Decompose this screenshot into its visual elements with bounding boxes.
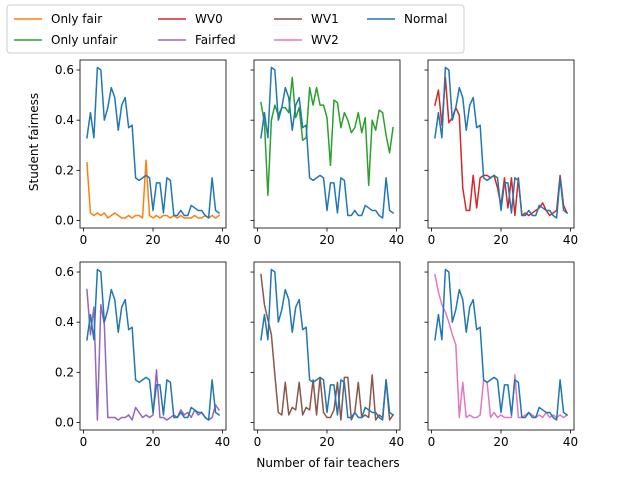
subplot-grid: 0 20 40 0.0 0.2 0.4 0.6 0 20 40 0 20 40 0 20 40 0.0 0.2 0.…: [55, 59, 578, 449]
series-line-normal: [86, 268, 221, 421]
subplot-3: 0 20 40: [424, 59, 578, 247]
series-line-only-fair: [86, 159, 221, 219]
x-tick-label: 20: [493, 233, 508, 247]
x-tick-label: 40: [563, 435, 578, 449]
x-tick-label: 40: [563, 233, 578, 247]
legend-entry: Only unfair: [14, 33, 117, 47]
series-line-wv2: [434, 273, 569, 419]
x-tick-label: 20: [319, 233, 334, 247]
x-tick-label: 0: [254, 233, 262, 247]
legend-label: Normal: [404, 12, 447, 26]
y-tick-label: 0.4: [55, 315, 74, 329]
y-tick-label: 0.2: [55, 163, 74, 177]
y-tick-label: 0.4: [55, 113, 74, 127]
y-axis-label: Student fairness: [27, 93, 41, 191]
x-tick-label: 20: [319, 435, 334, 449]
legend-label: WV0: [195, 12, 223, 26]
subplot-2: 0 20 40: [250, 59, 404, 247]
x-tick-label: 20: [145, 435, 160, 449]
subplot-4: 0 20 40 0.0 0.2 0.4 0.6: [55, 261, 230, 449]
legend-label: Fairfed: [195, 33, 236, 47]
series-line-normal: [86, 66, 221, 219]
x-tick-label: 0: [428, 233, 436, 247]
legend-label: WV1: [311, 12, 339, 26]
subplot-6: 0 20 40: [424, 261, 578, 449]
x-axis-label: Number of fair teachers: [256, 456, 399, 470]
legend-entry: WV0: [158, 12, 223, 26]
series-line-only-unfair: [260, 76, 394, 197]
series-line-normal: [260, 268, 395, 421]
x-tick-label: 0: [428, 435, 436, 449]
series-line-normal: [434, 66, 569, 219]
x-tick-label: 0: [254, 435, 262, 449]
x-tick-label: 20: [493, 435, 508, 449]
legend-entry: WV2: [274, 33, 339, 47]
x-tick-label: 20: [145, 233, 160, 247]
series-line-normal: [434, 268, 569, 421]
series-line-wv0: [434, 76, 569, 217]
x-tick-label: 40: [389, 233, 404, 247]
legend-label: WV2: [311, 33, 339, 47]
y-tick-label: 0.0: [55, 213, 74, 227]
y-tick-label: 0.6: [55, 265, 74, 279]
x-tick-label: 40: [215, 435, 230, 449]
legend-entry: Only fair: [14, 12, 102, 26]
legend: Only fair Only unfair WV0 Fairfed WV1 WV2 Norm…: [6, 4, 465, 54]
legend-label: Only fair: [51, 12, 102, 26]
subplot-5: 0 20 40: [250, 261, 404, 449]
subplot-1: 0 20 40 0.0 0.2 0.4 0.6: [55, 59, 230, 247]
series-line-normal: [260, 66, 395, 219]
y-tick-label: 0.0: [55, 415, 74, 429]
x-tick-label: 0: [80, 233, 88, 247]
y-tick-label: 0.6: [55, 63, 74, 77]
x-tick-label: 0: [80, 435, 88, 449]
x-tick-label: 40: [215, 233, 230, 247]
x-tick-label: 40: [389, 435, 404, 449]
legend-frame: [6, 4, 465, 54]
series-line-fairfed: [86, 288, 221, 421]
legend-entry: Fairfed: [158, 33, 236, 47]
series-line-wv1: [260, 273, 395, 421]
legend-entry: Normal: [367, 12, 447, 26]
legend-entry: WV1: [274, 12, 339, 26]
y-tick-label: 0.2: [55, 365, 74, 379]
legend-label: Only unfair: [51, 33, 117, 47]
